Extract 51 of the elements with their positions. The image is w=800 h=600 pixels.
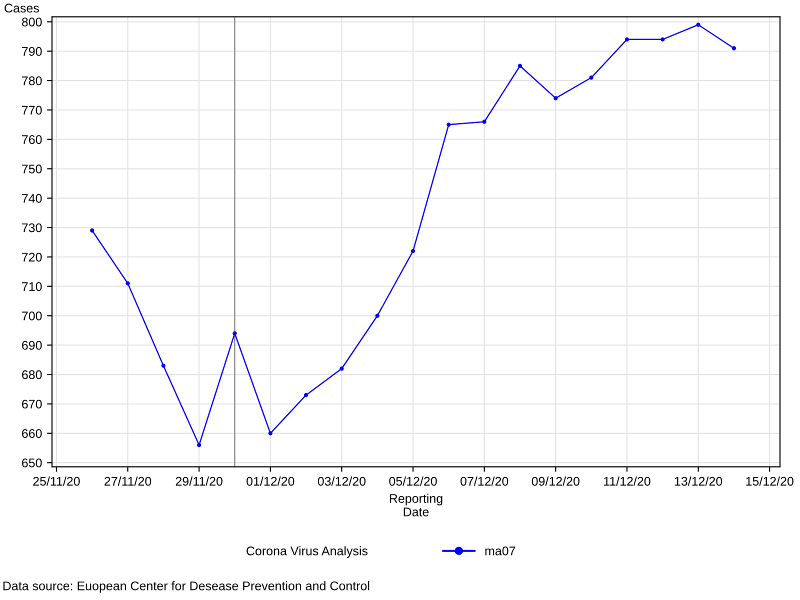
point <box>126 281 130 286</box>
x-tick-label: 09/12/20 <box>532 476 580 486</box>
point <box>696 22 700 27</box>
x-tick-label: 05/12/20 <box>389 476 437 486</box>
y-tick-label: 800 <box>22 18 42 26</box>
y-tick-label: 750 <box>22 164 42 174</box>
x-tick-label: 13/12/20 <box>674 476 722 486</box>
point <box>340 366 344 371</box>
point <box>90 228 94 233</box>
x-tick-label: 15/12/20 <box>746 476 794 486</box>
legend-label: ma07 <box>485 546 516 556</box>
x-tick-label: 25/11/20 <box>33 476 80 486</box>
point <box>554 96 558 100</box>
y-tick-label: 650 <box>22 458 42 468</box>
legend-title: Corona Virus Analysis <box>246 546 368 558</box>
y-tick-label: 660 <box>22 429 42 438</box>
x-tick-label: 11/12/20 <box>604 476 650 486</box>
y-tick-label: 740 <box>22 194 42 203</box>
point <box>375 314 380 318</box>
point <box>482 120 486 124</box>
x-tick-label: 03/12/20 <box>318 476 366 486</box>
point <box>660 37 665 42</box>
y-tick-label: 710 <box>22 282 42 291</box>
point <box>624 37 630 42</box>
y-tick-label: 680 <box>22 370 42 380</box>
y-tick-label: 690 <box>22 340 42 350</box>
y-tick-label: 790 <box>22 46 42 56</box>
y-tick-label: 770 <box>22 106 42 115</box>
point <box>589 76 594 80</box>
y-tick-label: 700 <box>22 312 42 320</box>
point <box>410 248 416 254</box>
x-tick-label: 27/11/20 <box>104 476 152 486</box>
x-tick-label: 01/12/20 <box>246 476 294 486</box>
y-axis-title: Cases <box>4 4 39 13</box>
y-tick-label: 670 <box>22 400 42 409</box>
y-tick-label: 760 <box>22 135 42 144</box>
point <box>232 331 237 336</box>
y-tick-label: 730 <box>22 223 42 232</box>
x-tick-label: 29/11/20 <box>176 476 222 486</box>
point <box>446 122 451 127</box>
point <box>268 431 272 436</box>
x-axis-title: Reporting Date <box>390 494 442 516</box>
source-note: Data source: Euopean Center for Desease Prevention and Control <box>3 581 370 593</box>
x-tick-label: 07/12/20 <box>460 476 508 486</box>
point <box>197 442 202 448</box>
y-tick-label: 780 <box>22 76 42 86</box>
point <box>304 393 308 398</box>
point <box>732 46 736 50</box>
y-tick-label: 720 <box>22 252 42 262</box>
point <box>161 364 166 368</box>
point <box>518 64 522 68</box>
